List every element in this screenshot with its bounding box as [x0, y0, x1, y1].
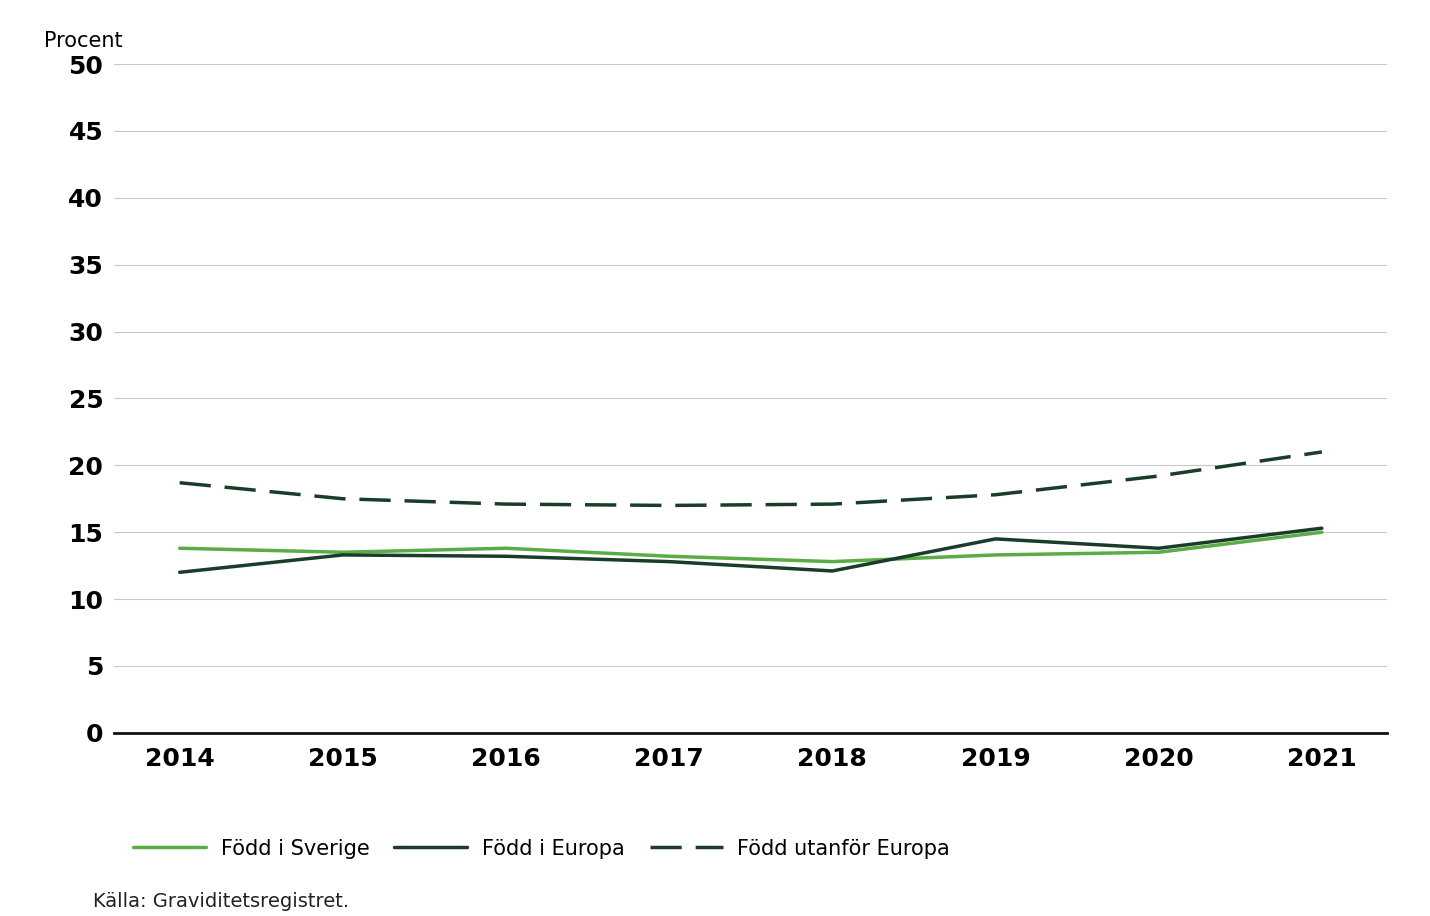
Född utanför Europa [661, 500, 678, 511]
Text: Källa: Graviditetsregistret.: Källa: Graviditetsregistret. [93, 892, 349, 911]
Född i Europa [335, 550, 352, 561]
Legend: Född i Sverige, Född i Europa, Född utanför Europa: Född i Sverige, Född i Europa, Född utan… [124, 830, 958, 867]
Född i Europa [1313, 523, 1330, 534]
Född i Europa [987, 533, 1004, 544]
Född i Sverige [335, 547, 352, 558]
Text: Procent: Procent [44, 31, 123, 50]
Född utanför Europa [1150, 471, 1167, 482]
Född i Sverige [172, 543, 189, 554]
Född utanför Europa [335, 493, 352, 504]
Född utanför Europa [1313, 446, 1330, 457]
Född utanför Europa [498, 498, 515, 509]
Född i Sverige [661, 551, 678, 562]
Född utanför Europa [172, 477, 189, 488]
Född utanför Europa [987, 489, 1004, 500]
Född i Sverige [1150, 547, 1167, 558]
Line: Född i Sverige: Född i Sverige [180, 532, 1321, 562]
Född i Europa [661, 556, 678, 567]
Född i Sverige [824, 556, 841, 567]
Född i Europa [824, 565, 841, 576]
Född i Sverige [987, 550, 1004, 561]
Född utanför Europa [824, 498, 841, 509]
Född i Europa [1150, 543, 1167, 554]
Född i Sverige [498, 543, 515, 554]
Line: Född i Europa: Född i Europa [180, 529, 1321, 572]
Född i Europa [498, 551, 515, 562]
Född i Europa [172, 567, 189, 578]
Line: Född utanför Europa: Född utanför Europa [180, 452, 1321, 506]
Född i Sverige [1313, 527, 1330, 538]
